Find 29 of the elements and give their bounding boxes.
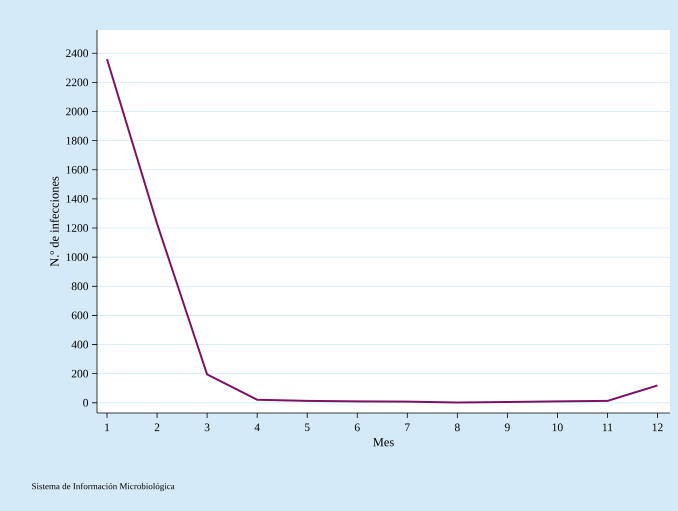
line-series — [106, 58, 658, 404]
y-axis-title: N.º de infecciones — [50, 176, 59, 266]
x-tick-label: 9 — [504, 424, 510, 432]
y-tick-label: 0 — [83, 398, 88, 407]
y-tick-label: 1200 — [66, 224, 88, 232]
y-tick-label: 800 — [72, 282, 88, 290]
x-tick-label: 5 — [305, 424, 310, 432]
x-tick-label: 8 — [454, 424, 460, 432]
x-tick-label: 2 — [154, 424, 160, 432]
y-tick-label: 1600 — [66, 166, 88, 174]
text: Sistema de Información Microbiológica — [32, 482, 175, 492]
y-tick-label: 400 — [72, 340, 88, 348]
y-tick-label: 2000 — [66, 108, 88, 116]
y-tick-label: 2400 — [66, 49, 88, 58]
x-tick-label: 11 — [602, 424, 612, 432]
x-axis-title: Mes — [373, 438, 394, 446]
y-tick-label: 200 — [72, 370, 88, 378]
y-tick-label: 1800 — [66, 136, 88, 145]
x-tick-label: 6 — [354, 424, 360, 432]
x-tick-label: 7 — [405, 424, 410, 432]
y-tick-label: 1400 — [66, 195, 88, 203]
y-tick-label: 600 — [72, 312, 88, 320]
x-tick-label: 1 — [105, 424, 110, 432]
x-tick-label: 4 — [254, 424, 260, 432]
x-tick-label: 3 — [204, 424, 210, 432]
x-tick-label: 12 — [652, 424, 663, 432]
y-tick-label: 2200 — [66, 78, 88, 86]
x-tick-label: 10 — [552, 424, 563, 432]
y-tick-label: 1000 — [66, 253, 88, 262]
